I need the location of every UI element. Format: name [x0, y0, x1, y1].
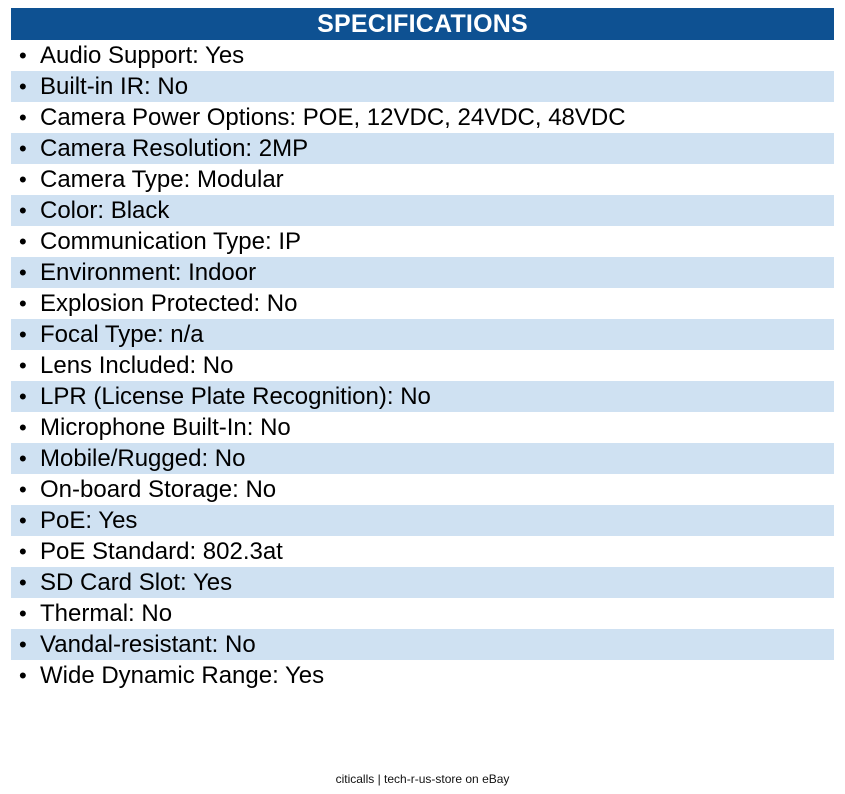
spec-row: • Audio Support: Yes: [11, 40, 834, 71]
spec-row: • Focal Type: n/a: [11, 319, 834, 350]
spec-row: • LPR (License Plate Recognition): No: [11, 381, 834, 412]
spec-text: PoE: Yes: [40, 507, 138, 534]
spec-row: • Camera Resolution: 2MP: [11, 133, 834, 164]
spec-text: Environment: Indoor: [40, 259, 257, 286]
bullet-icon: •: [19, 229, 27, 254]
spec-row: • Environment: Indoor: [11, 257, 834, 288]
specifications-sheet: SPECIFICATIONS • Audio Support: Yes • Buil…: [11, 8, 834, 691]
spec-text: Color: Black: [40, 197, 170, 224]
spec-text: Built-in IR: No: [40, 73, 189, 100]
spec-row: • Mobile/Rugged: No: [11, 443, 834, 474]
spec-row: • PoE: Yes: [11, 505, 834, 536]
spec-text: Audio Support: Yes: [40, 42, 245, 69]
spec-text: Wide Dynamic Range: Yes: [40, 662, 325, 689]
spec-text: Thermal: No: [40, 600, 173, 627]
spec-row: • Communication Type: IP: [11, 226, 834, 257]
spec-text: Vandal-resistant: No: [40, 631, 256, 658]
spec-row: • Camera Type: Modular: [11, 164, 834, 195]
spec-text: Lens Included: No: [40, 352, 234, 379]
spec-text: Camera Type: Modular: [40, 166, 284, 193]
bullet-icon: •: [19, 415, 27, 440]
spec-row: • Microphone Built-In: No: [11, 412, 834, 443]
bullet-icon: •: [19, 198, 27, 223]
bullet-icon: •: [19, 384, 27, 409]
spec-text: Communication Type: IP: [40, 228, 302, 255]
spec-text: LPR (License Plate Recognition): No: [40, 383, 431, 410]
bullet-icon: •: [19, 291, 27, 316]
specifications-header: SPECIFICATIONS: [11, 8, 834, 40]
bullet-icon: •: [19, 663, 27, 688]
spec-text: Explosion Protected: No: [40, 290, 298, 317]
spec-row: • Camera Power Options: POE, 12VDC, 24VDC…: [11, 102, 834, 133]
spec-row: • On-board Storage: No: [11, 474, 834, 505]
spec-text: Camera Power Options: POE, 12VDC, 24VDC,…: [40, 104, 626, 131]
spec-row: • Explosion Protected: No: [11, 288, 834, 319]
spec-row: • Lens Included: No: [11, 350, 834, 381]
bullet-icon: •: [19, 353, 27, 378]
footer-credit: citicalls | tech-r-us-store on eBay: [335, 772, 510, 786]
spec-row: • PoE Standard: 802.3at: [11, 536, 834, 567]
spec-row: • SD Card Slot: Yes: [11, 567, 834, 598]
bullet-icon: •: [19, 260, 27, 285]
bullet-icon: •: [19, 167, 27, 192]
spec-text: On-board Storage: No: [40, 476, 277, 503]
spec-text: Microphone Built-In: No: [40, 414, 291, 441]
spec-text: Focal Type: n/a: [40, 321, 204, 348]
spec-row: • Built-in IR: No: [11, 71, 834, 102]
spec-text: Camera Resolution: 2MP: [40, 135, 309, 162]
bullet-icon: •: [19, 105, 27, 130]
spec-row: • Thermal: No: [11, 598, 834, 629]
bullet-icon: •: [19, 43, 27, 68]
spec-text: PoE Standard: 802.3at: [40, 538, 283, 565]
bullet-icon: •: [19, 539, 27, 564]
bullet-icon: •: [19, 446, 27, 471]
bullet-icon: •: [19, 508, 27, 533]
spec-row: • Wide Dynamic Range: Yes: [11, 660, 834, 691]
spec-text: SD Card Slot: Yes: [40, 569, 233, 596]
spec-row: • Vandal-resistant: No: [11, 629, 834, 660]
bullet-icon: •: [19, 477, 27, 502]
bullet-icon: •: [19, 74, 27, 99]
bullet-icon: •: [19, 632, 27, 657]
bullet-icon: •: [19, 570, 27, 595]
spec-text: Mobile/Rugged: No: [40, 445, 246, 472]
spec-row: • Color: Black: [11, 195, 834, 226]
bullet-icon: •: [19, 322, 27, 347]
spec-list: • Audio Support: Yes • Built-in IR: No • Ca…: [11, 40, 834, 691]
bullet-icon: •: [19, 601, 27, 626]
bullet-icon: •: [19, 136, 27, 161]
